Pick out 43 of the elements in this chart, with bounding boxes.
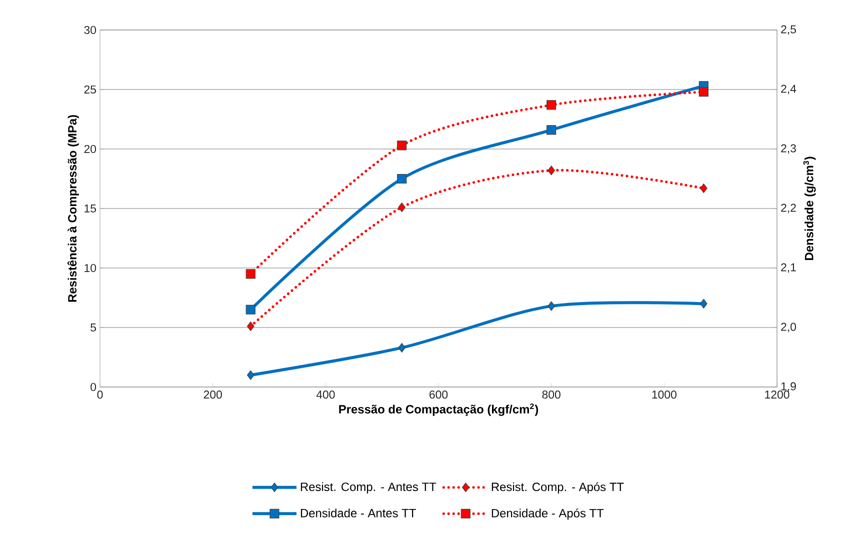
x-tick-label: 400 (316, 390, 335, 399)
y2-tick-label: 1,9 (781, 382, 796, 392)
point (546, 125, 556, 135)
x-tick-label: 1200 (765, 390, 790, 399)
legend-label: Densidade - Após TT (492, 508, 604, 520)
point (246, 269, 256, 279)
point (246, 322, 254, 332)
y-tick-label: 25 (84, 85, 96, 94)
point (700, 298, 708, 308)
y-tick-label: 20 (84, 144, 96, 154)
point (398, 202, 406, 212)
y2-tick-label: 2,2 (781, 204, 796, 214)
legend-label: Densidade - Antes TT (300, 508, 416, 518)
x-tick-label: 1000 (652, 390, 676, 399)
x-tick-label: 200 (204, 390, 222, 399)
y2-tick-label: 2,1 (781, 263, 796, 273)
y2-tick-label: 2,3 (781, 144, 796, 154)
point (700, 183, 708, 194)
y2-tick-label: 2,5 (781, 25, 796, 35)
point (246, 304, 256, 314)
point (397, 174, 407, 184)
point (548, 301, 556, 311)
y-axis-title: Resistência à Compressão (MPa) (67, 115, 79, 302)
y2-axis-title: Densidade (g/cm$^{3}$) (803, 156, 816, 260)
point (397, 140, 407, 150)
y-tick-label: 0 (90, 382, 96, 392)
point (698, 87, 708, 97)
y-tick-label: 5 (90, 324, 96, 332)
point (546, 100, 556, 110)
y2-tick-label: 2,0 (781, 322, 796, 332)
y2-tick-label: 2,4 (781, 84, 796, 94)
x-tick-label: 800 (542, 390, 560, 399)
x-axis-title: Pressão de Compactação (kgf/cm$^{2}$) (339, 403, 538, 416)
point (246, 370, 254, 380)
legend-label: Resist. Comp. - Antes TT (300, 482, 436, 494)
legend-label: Resist. Comp. - Após TT (492, 482, 624, 494)
x-tick-label: 600 (430, 390, 448, 399)
y-tick-label: 10 (84, 264, 96, 272)
x-tick-label: 0 (97, 390, 103, 399)
y-tick-label: 30 (84, 26, 96, 34)
y-tick-label: 15 (84, 204, 96, 212)
point (548, 166, 556, 176)
point (398, 342, 406, 353)
